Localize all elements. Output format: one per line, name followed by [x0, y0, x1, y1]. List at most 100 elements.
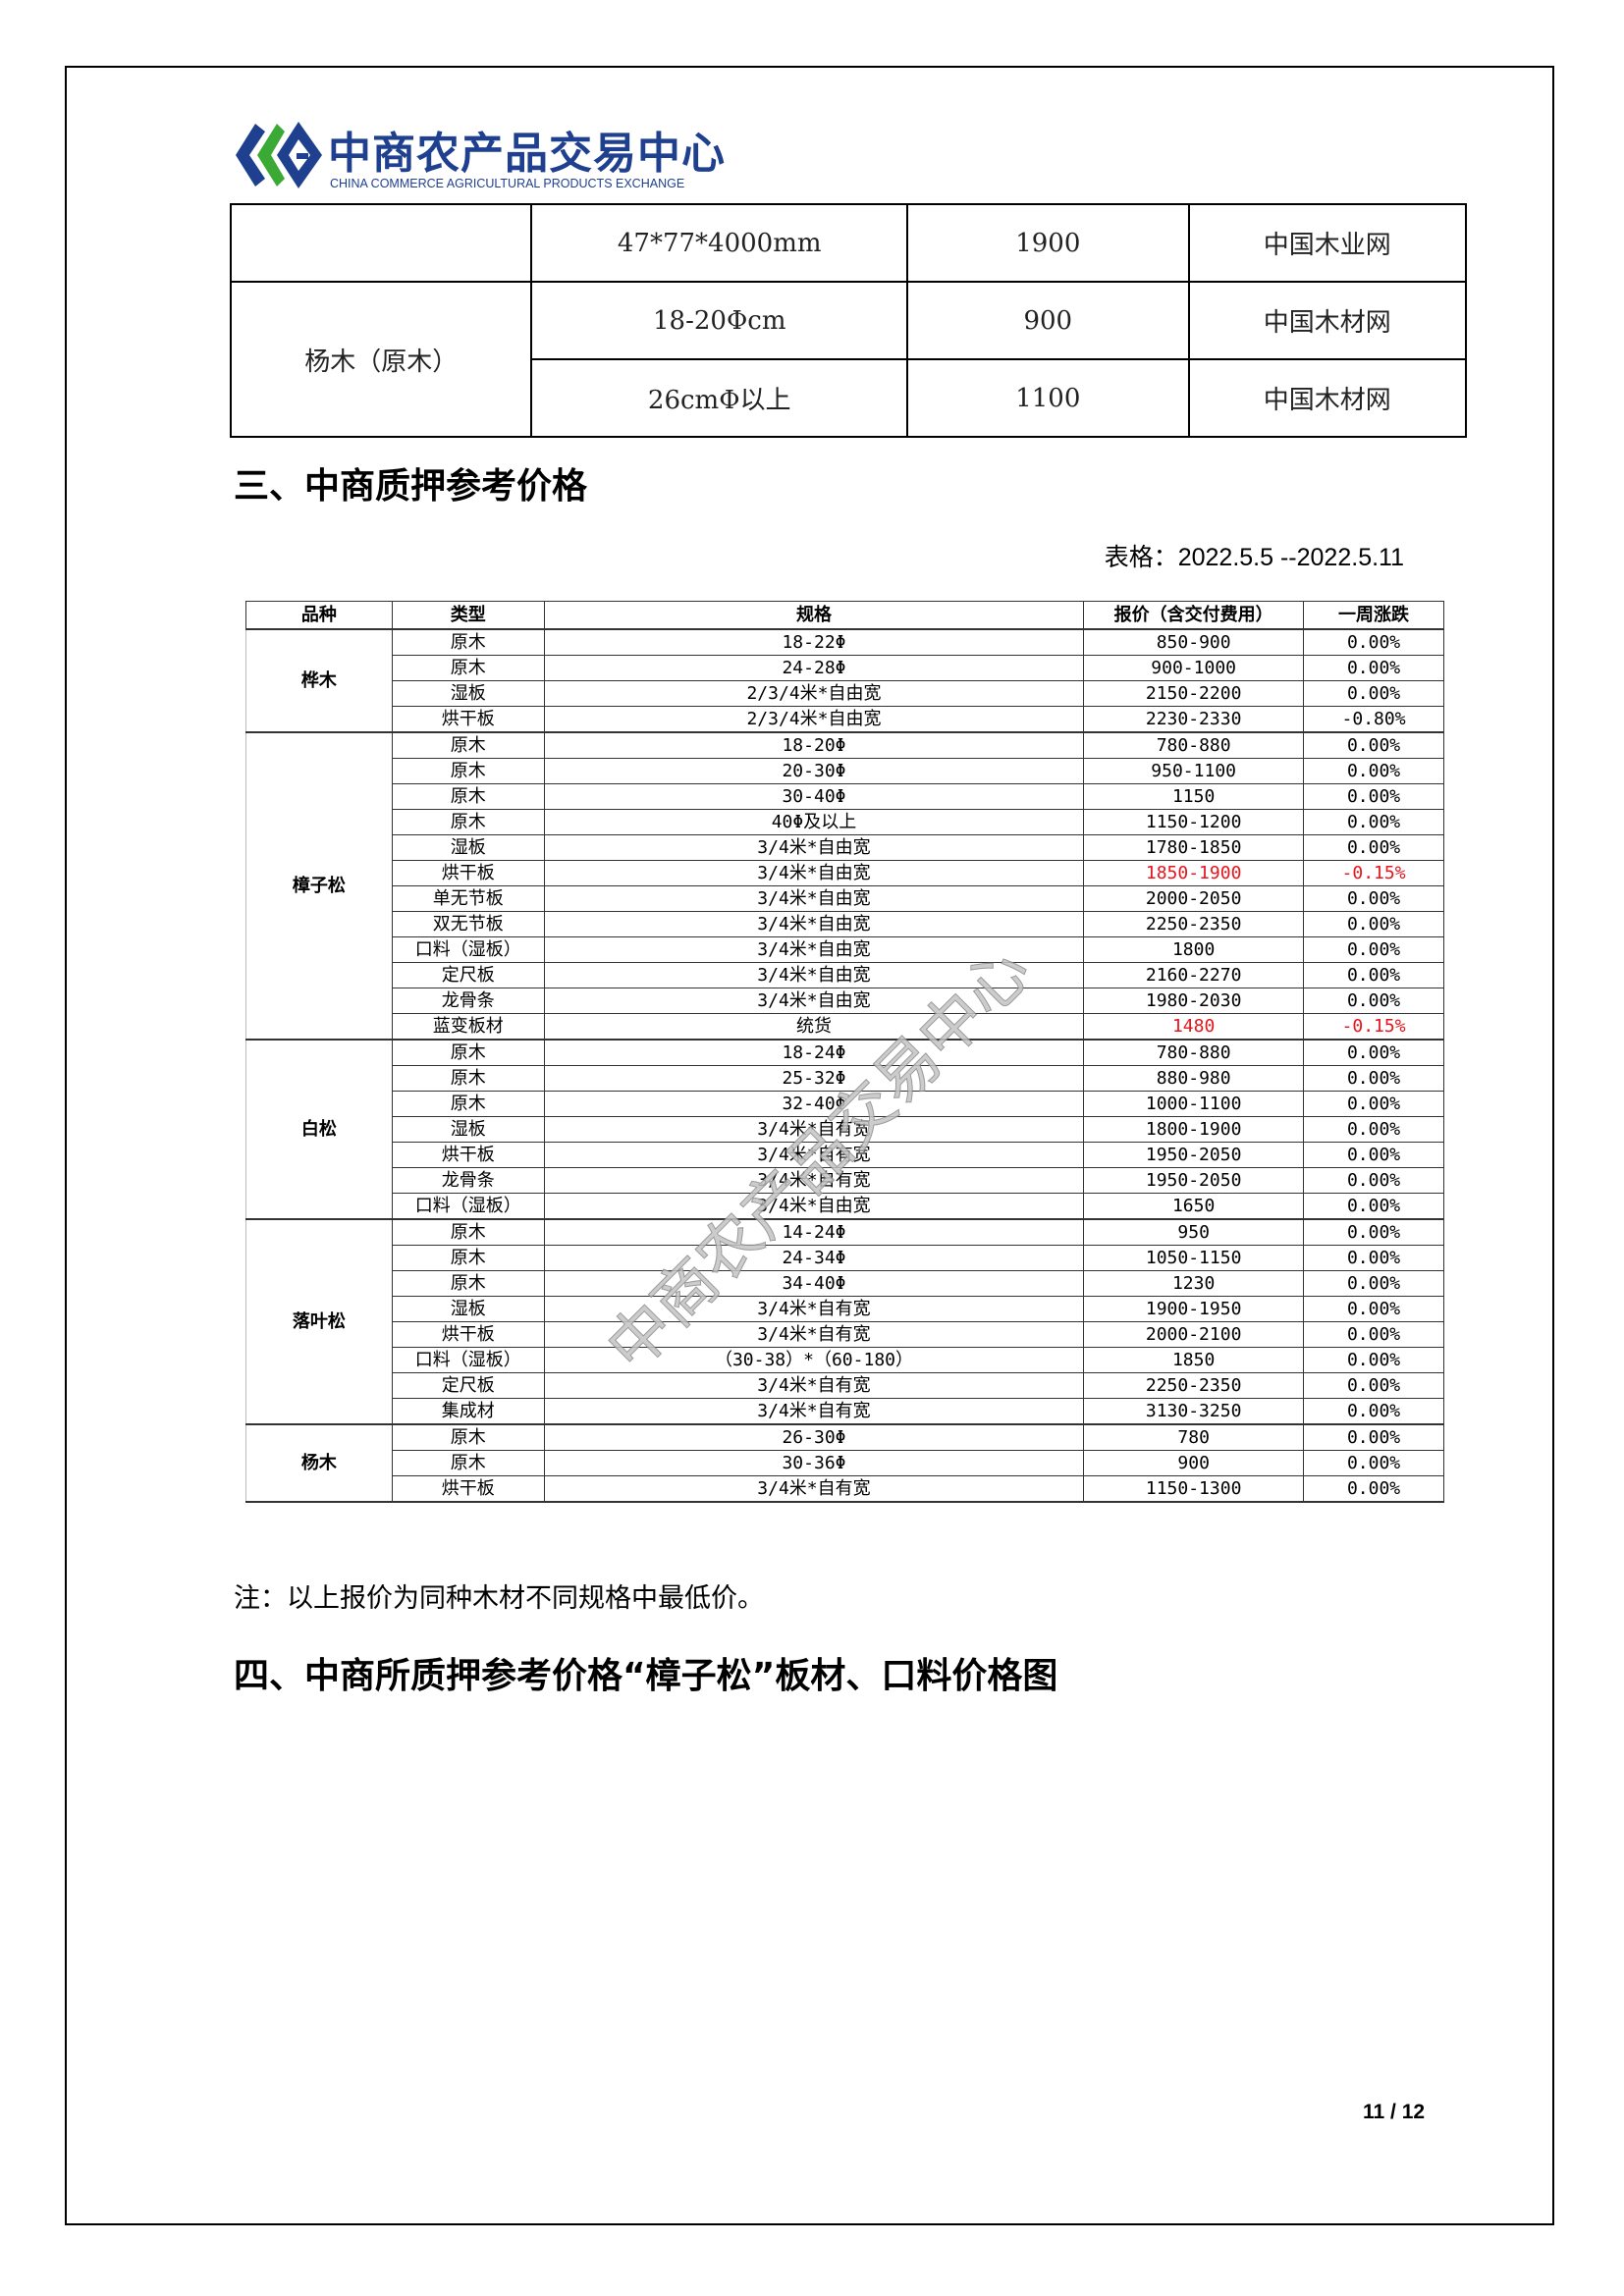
table-row: 杨木 原木 26-30Φ 780 0.00% — [245, 1423, 1444, 1503]
type-cell: 口料（湿板） — [391, 1193, 545, 1220]
change-cell: 0.00% — [1303, 936, 1444, 963]
price-cell: 780-880 — [1083, 731, 1305, 759]
change-cell: 0.00% — [1303, 680, 1444, 707]
price-cell: 2000-2100 — [1083, 1321, 1305, 1348]
table-row: 原木 40Φ及以上 1150-1200 0.00% — [246, 809, 1444, 835]
price-cell: 900 — [1083, 1450, 1305, 1476]
table-row: 原木 20-30Φ 950-1100 0.00% — [246, 758, 1444, 784]
change-cell: 0.00% — [1303, 1423, 1444, 1451]
source-cell: 中国木业网 — [1187, 203, 1468, 283]
header-price: 报价（含交付费用） — [1083, 601, 1305, 630]
change-cell: 0.00% — [1303, 1091, 1444, 1117]
spec-cell: 3/4米*自由宽 — [543, 936, 1085, 963]
type-cell: 湿板 — [391, 680, 545, 707]
type-cell: 原木 — [391, 1218, 545, 1246]
spec-cell: 30-40Φ — [543, 783, 1085, 810]
table-row: 湿板 2/3/4米*自由宽 2150-2200 0.00% — [246, 680, 1444, 707]
change-cell: 0.00% — [1303, 1218, 1444, 1246]
change-cell: 0.00% — [1303, 1116, 1444, 1143]
type-cell: 原木 — [391, 628, 545, 656]
price-cell: 1150-1300 — [1083, 1475, 1305, 1503]
price-cell: 1100 — [906, 358, 1190, 438]
type-cell: 口料（湿板） — [391, 936, 545, 963]
table-row: 集成材 3/4米*自有宽 3130-3250 0.00% — [246, 1398, 1444, 1425]
spec-cell: 3/4米*自有宽 — [543, 1398, 1085, 1425]
header-variety: 品种 — [245, 601, 393, 630]
logo-name-en: CHINA COMMERCE AGRICULTURAL PRODUCTS EXC… — [330, 177, 685, 190]
table-row: 定尺板 3/4米*自有宽 2250-2350 0.00% — [246, 1372, 1444, 1399]
spec-cell: 26cmΦ以上 — [530, 358, 909, 438]
spec-cell: 30-36Φ — [543, 1450, 1085, 1476]
change-cell: 0.00% — [1303, 1193, 1444, 1220]
table-row: 原木 34-40Φ 1230 0.00% — [246, 1270, 1444, 1297]
type-cell: 烘干板 — [391, 1321, 545, 1348]
variety-cell: 桦木 — [245, 628, 393, 733]
change-cell: 0.00% — [1303, 1167, 1444, 1194]
type-cell: 龙骨条 — [391, 1167, 545, 1194]
spec-cell: 统货 — [543, 1013, 1085, 1041]
type-cell: 龙骨条 — [391, 988, 545, 1014]
change-cell: -0.15% — [1303, 1013, 1444, 1041]
variety-cell — [229, 203, 533, 283]
price-cell: 2150-2200 — [1083, 680, 1305, 707]
table-row: 烘干板 3/4米*自有宽 1950-2050 0.00% — [246, 1142, 1444, 1168]
spec-cell: 3/4米*自有宽 — [543, 1321, 1085, 1348]
change-cell: 0.00% — [1303, 655, 1444, 681]
change-cell: 0.00% — [1303, 731, 1444, 759]
variety-cell: 樟子松 — [245, 731, 393, 1041]
spec-cell: 34-40Φ — [543, 1270, 1085, 1297]
table-row: 龙骨条 3/4米*自有宽 1950-2050 0.00% — [246, 1167, 1444, 1194]
type-cell: 定尺板 — [391, 1372, 545, 1399]
spec-cell: 3/4米*自由宽 — [543, 962, 1085, 988]
date-range-label: 表格：2022.5.5 --2022.5.11 — [1104, 544, 1404, 571]
price-cell: 1230 — [1083, 1270, 1305, 1297]
change-cell: 0.00% — [1303, 911, 1444, 937]
price-cell: 1980-2030 — [1083, 988, 1305, 1014]
change-cell: 0.00% — [1303, 628, 1444, 656]
price-cell: 1000-1100 — [1083, 1091, 1305, 1117]
type-cell: 原木 — [391, 758, 545, 784]
change-cell: -0.80% — [1303, 706, 1444, 733]
change-cell: 0.00% — [1303, 1347, 1444, 1373]
spec-cell: 3/4米*自有宽 — [543, 1296, 1085, 1322]
spec-cell: 32-40Φ — [543, 1091, 1085, 1117]
type-cell: 口料（湿板） — [391, 1347, 545, 1373]
spec-cell: 24-34Φ — [543, 1245, 1085, 1271]
price-cell: 950-1100 — [1083, 758, 1305, 784]
price-cell: 1850-1900 — [1083, 860, 1305, 886]
table-row: 湿板 3/4米*自有宽 1900-1950 0.00% — [246, 1296, 1444, 1322]
change-cell: 0.00% — [1303, 1450, 1444, 1476]
table-header-row: 品种 类型 规格 报价（含交付费用） 一周涨跌 — [245, 601, 1444, 630]
price-cell: 1950-2050 — [1083, 1167, 1305, 1194]
price-cell: 1900 — [906, 203, 1190, 283]
table-note: 注：以上报价为同种木材不同规格中最低价。 — [234, 1583, 764, 1614]
section-3-heading: 三、中商质押参考价格 — [234, 466, 588, 507]
price-cell: 1650 — [1083, 1193, 1305, 1220]
price-cell: 950 — [1083, 1218, 1305, 1246]
change-cell: 0.00% — [1303, 962, 1444, 988]
spec-cell: 14-24Φ — [543, 1218, 1085, 1246]
page-border — [65, 66, 1554, 2225]
type-cell: 湿板 — [391, 1296, 545, 1322]
change-cell: 0.00% — [1303, 1245, 1444, 1271]
table-row: 26cmΦ以上 1100 中国木材网 — [231, 358, 1468, 438]
change-cell: 0.00% — [1303, 1475, 1444, 1503]
price-cell: 900-1000 — [1083, 655, 1305, 681]
table-row: 原木 30-36Φ 900 0.00% — [246, 1450, 1444, 1476]
source-cell: 中国木材网 — [1187, 358, 1468, 438]
type-cell: 蓝变板材 — [391, 1013, 545, 1041]
change-cell: 0.00% — [1303, 1142, 1444, 1168]
type-cell: 原木 — [391, 731, 545, 759]
change-cell: 0.00% — [1303, 809, 1444, 835]
price-cell: 2250-2350 — [1083, 911, 1305, 937]
spec-cell: （30-38）*（60-180） — [543, 1347, 1085, 1373]
type-cell: 原木 — [391, 1091, 545, 1117]
table-row: 烘干板 3/4米*自有宽 2000-2100 0.00% — [246, 1321, 1444, 1348]
price-cell: 880-980 — [1083, 1065, 1305, 1092]
spec-cell: 3/4米*自有宽 — [543, 1167, 1085, 1194]
page-number: 11 / 12 — [1363, 2101, 1426, 2123]
spec-cell: 3/4米*自由宽 — [543, 885, 1085, 912]
price-cell: 1850 — [1083, 1347, 1305, 1373]
type-cell: 湿板 — [391, 1116, 545, 1143]
variety-cell: 白松 — [245, 1039, 393, 1220]
